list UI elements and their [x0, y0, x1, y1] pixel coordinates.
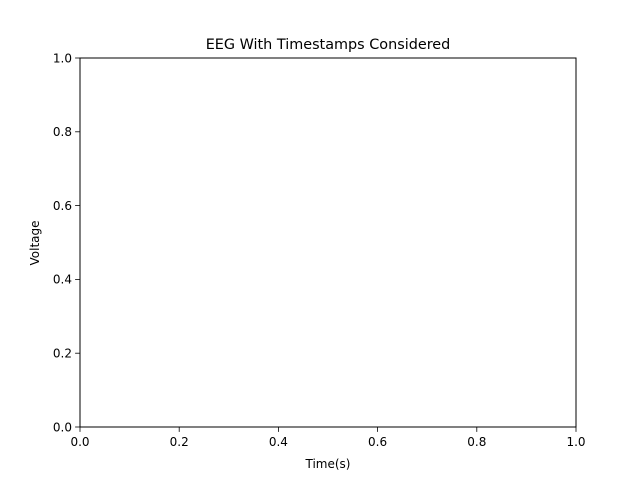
y-tick-label: 0.2 [53, 347, 72, 361]
x-axis-ticks: 0.0 0.2 0.4 0.6 0.8 1.0 [70, 427, 586, 449]
y-tick-label: 0.0 [53, 420, 72, 434]
x-tick-label: 0.4 [269, 435, 288, 449]
y-tick-label: 1.0 [53, 51, 72, 65]
x-tick-label: 0.2 [170, 435, 189, 449]
y-axis-ticks: 0.0 0.2 0.4 0.6 0.8 1.0 [53, 51, 80, 434]
x-tick-label: 0.0 [70, 435, 89, 449]
chart-title: EEG With Timestamps Considered [206, 37, 451, 53]
y-tick-label: 0.6 [53, 199, 72, 213]
x-tick-label: 0.8 [467, 435, 486, 449]
y-tick-label: 0.4 [53, 273, 72, 287]
plot-area-frame [79, 57, 577, 428]
y-axis-label: Voltage [28, 220, 42, 265]
x-axis-label: Time(s) [305, 457, 351, 471]
x-tick-label: 1.0 [566, 435, 585, 449]
y-tick-label: 0.8 [53, 125, 72, 139]
x-tick-label: 0.6 [368, 435, 387, 449]
